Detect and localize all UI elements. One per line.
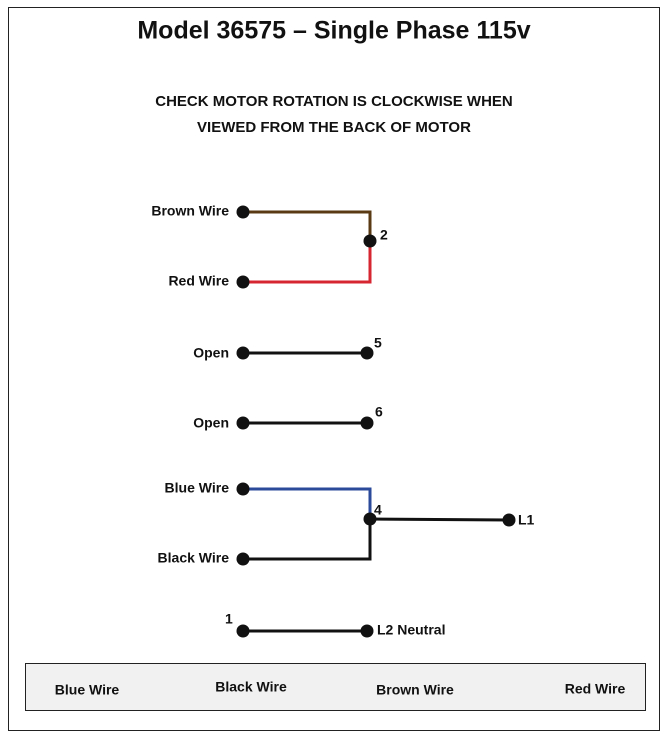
wire-label: Blue Wire: [165, 480, 230, 496]
terminal-label: 6: [375, 404, 383, 420]
terminal-label: L1: [518, 512, 535, 528]
legend-label: Black Wire: [215, 679, 287, 695]
dot: [236, 482, 250, 496]
wire-label: Red Wire: [168, 273, 229, 289]
wire-label: Open: [193, 345, 229, 361]
dot: [363, 234, 377, 248]
wire-label: Open: [193, 415, 229, 431]
dot: [502, 513, 516, 527]
terminal-label: 5: [374, 335, 382, 351]
terminal-label: L2 Neutral: [377, 622, 445, 638]
blue-wire: [243, 487, 372, 519]
legend-label: Brown Wire: [376, 682, 454, 698]
terminal-label: 1: [225, 611, 233, 627]
wire-label: Black Wire: [158, 550, 230, 566]
terminal-label: 2: [380, 227, 388, 243]
dot: [236, 275, 250, 289]
dot: [360, 624, 374, 638]
red-wire: [243, 241, 372, 284]
dot: [360, 346, 374, 360]
terminal-label: 4: [374, 502, 382, 518]
legend-label: Red Wire: [565, 681, 626, 697]
dot: [236, 346, 250, 360]
terminal-dots: [236, 205, 516, 638]
dot: [360, 416, 374, 430]
dot: [236, 416, 250, 430]
black-wire: [243, 519, 372, 561]
legend-box: [25, 663, 646, 711]
brown-wire: [243, 210, 372, 241]
legend-label: Blue Wire: [55, 682, 120, 698]
line-l1: [369, 517, 510, 522]
wire-label: Brown Wire: [151, 203, 229, 219]
dot: [236, 552, 250, 566]
subtitle-line: CHECK MOTOR ROTATION IS CLOCKWISE WHEN: [155, 93, 513, 110]
frame: [8, 7, 660, 731]
dot: [363, 512, 377, 526]
title: Model 36575 – Single Phase 115v: [137, 17, 530, 45]
dot: [236, 205, 250, 219]
dot: [236, 624, 250, 638]
subtitle-line: VIEWED FROM THE BACK OF MOTOR: [197, 119, 471, 136]
